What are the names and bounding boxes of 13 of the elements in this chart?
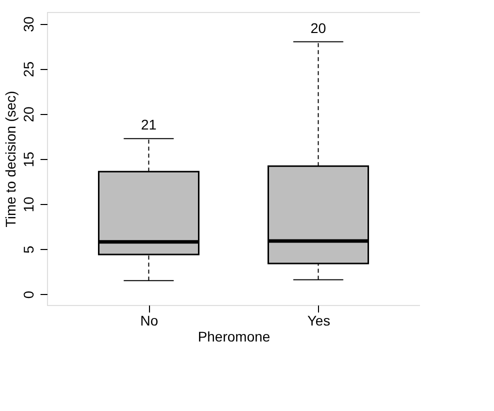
annotation: 20 bbox=[310, 20, 326, 36]
annotation: 21 bbox=[140, 116, 157, 133]
y-tick-label: 5 bbox=[20, 246, 36, 254]
y-tick-label: 15 bbox=[20, 151, 36, 168]
y-tick-label: 30 bbox=[20, 16, 36, 32]
x-tick-label: No bbox=[140, 312, 158, 328]
x-axis-title: Pheromone bbox=[198, 328, 270, 344]
y-tick-label: 20 bbox=[20, 106, 36, 122]
y-tick-label: 0 bbox=[20, 290, 36, 299]
y-tick-label: 10 bbox=[20, 196, 36, 212]
y-tick-label: 25 bbox=[20, 61, 36, 78]
x-tick-label: Yes bbox=[307, 312, 330, 328]
y-axis-title: Time to decision (sec) bbox=[2, 90, 18, 228]
